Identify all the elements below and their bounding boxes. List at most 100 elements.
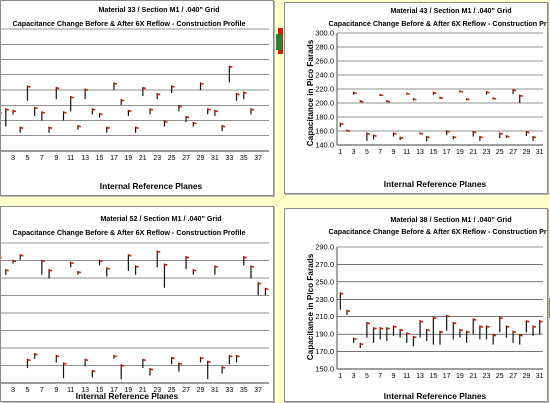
x-tick-label: 37 [254, 155, 262, 162]
data-point-marker [486, 91, 490, 94]
data-point-marker [539, 320, 543, 323]
data-point-marker [399, 329, 404, 332]
x-tick-label: 35 [240, 387, 248, 394]
x-axis-label: Internal Reference Planes [100, 181, 203, 191]
data-point-marker [386, 327, 390, 330]
data-point-marker [106, 267, 110, 270]
data-point-marker [207, 360, 211, 363]
data-point-marker [373, 327, 377, 330]
data-point-marker [446, 315, 450, 318]
chart-material-38: Material 38 / Section M1 / .040" Grid Cap… [306, 215, 547, 401]
data-point-marker [366, 322, 371, 325]
data-point-marker [41, 260, 46, 263]
x-tick-label: 7 [378, 373, 382, 380]
data-point-marker [499, 316, 503, 320]
data-point-marker [493, 334, 497, 337]
data-point-marker [121, 364, 125, 367]
y-tick-label: 180.0 [315, 113, 334, 122]
data-point-marker [207, 108, 211, 111]
x-tick-label: 21 [469, 149, 477, 156]
x-tick-label: 13 [81, 387, 89, 394]
x-axis-label: Internal Reference Planes [384, 391, 487, 401]
x-tick-label: 31 [211, 387, 219, 394]
data-point-marker [193, 122, 197, 125]
data-point-marker [466, 98, 470, 101]
y-tick-label: 170.0 [315, 347, 334, 356]
chart-subtitle: Capacitance Change Before & After 6X Ref… [329, 227, 547, 236]
data-point-marker [1, 256, 2, 259]
data-point-marker [20, 254, 24, 257]
x-tick-label: 3 [352, 149, 356, 156]
x-tick-label: 19 [124, 155, 132, 162]
data-point-marker [466, 330, 470, 334]
data-point-marker [221, 125, 226, 128]
data-point-marker [243, 91, 247, 94]
data-point-marker [373, 134, 377, 137]
data-point-marker [12, 260, 17, 263]
data-point-marker [171, 357, 175, 360]
x-tick-label: 23 [483, 373, 491, 380]
data-point-marker [70, 96, 74, 99]
x-tick-label: 29 [197, 155, 205, 162]
data-point-marker [56, 87, 60, 90]
data-point-marker [353, 337, 357, 341]
y-axis-label: Capacitance in Pico Farads [306, 253, 315, 360]
x-tick-label: 9 [392, 373, 396, 380]
x-tick-label: 3 [11, 387, 15, 394]
data-point-marker [340, 292, 344, 295]
data-point-marker [27, 358, 31, 362]
data-point-marker [56, 355, 60, 358]
data-point-marker [243, 256, 247, 259]
data-point-marker [393, 132, 397, 135]
data-point-marker [506, 325, 510, 328]
data-point-marker [77, 271, 82, 274]
data-point-marker [5, 269, 9, 272]
data-point-marker [142, 87, 146, 90]
data-point-marker [446, 130, 450, 133]
x-tick-label: 13 [416, 149, 424, 156]
x-tick-label: 21 [139, 387, 147, 394]
x-tick-label: 23 [153, 387, 161, 394]
x-tick-label: 25 [496, 373, 504, 380]
data-point-marker [406, 332, 410, 335]
data-point-marker [84, 88, 89, 91]
x-tick-label: 29 [522, 149, 530, 156]
chart-subtitle: Capacitance Change Before & After 6X Ref… [13, 228, 246, 237]
data-point-marker [70, 261, 74, 265]
data-point-marker [413, 336, 417, 339]
x-tick-label: 3 [352, 373, 356, 380]
data-point-marker [353, 92, 357, 95]
data-point-marker [459, 90, 464, 93]
data-point-marker [380, 94, 384, 97]
data-point-marker [113, 82, 118, 85]
data-point-marker [200, 82, 204, 85]
x-tick-label: 25 [496, 149, 504, 156]
slide-accent-green [276, 34, 282, 50]
x-tick-label: 23 [483, 149, 491, 156]
x-tick-label: 25 [168, 155, 176, 162]
x-tick-label: 27 [182, 387, 190, 394]
data-point-marker [63, 111, 67, 114]
data-point-marker [142, 358, 146, 362]
data-point-marker [512, 330, 517, 334]
x-tick-label: 19 [456, 373, 464, 380]
y-tick-label: 290.0 [315, 243, 334, 252]
data-point-marker [366, 132, 371, 135]
data-point-marker [5, 108, 9, 111]
x-tick-label: 19 [124, 387, 132, 394]
x-tick-label: 29 [197, 387, 205, 394]
data-point-marker [380, 327, 384, 330]
data-point-marker [185, 256, 190, 259]
data-point-marker [512, 89, 517, 92]
data-point-marker [393, 325, 397, 328]
data-point-marker [229, 355, 233, 358]
x-tick-label: 13 [81, 155, 89, 162]
data-point-marker [171, 85, 175, 88]
x-tick-label: 17 [110, 155, 118, 162]
x-tick-label: 5 [25, 387, 29, 394]
x-tick-label: 27 [509, 373, 517, 380]
data-point-marker [479, 325, 484, 328]
data-point-marker [178, 105, 183, 108]
chart-panel-material-43: Material 43 / Section M1 / .040" Grid Cap… [284, 2, 548, 194]
y-tick-label: 150.0 [315, 365, 334, 374]
